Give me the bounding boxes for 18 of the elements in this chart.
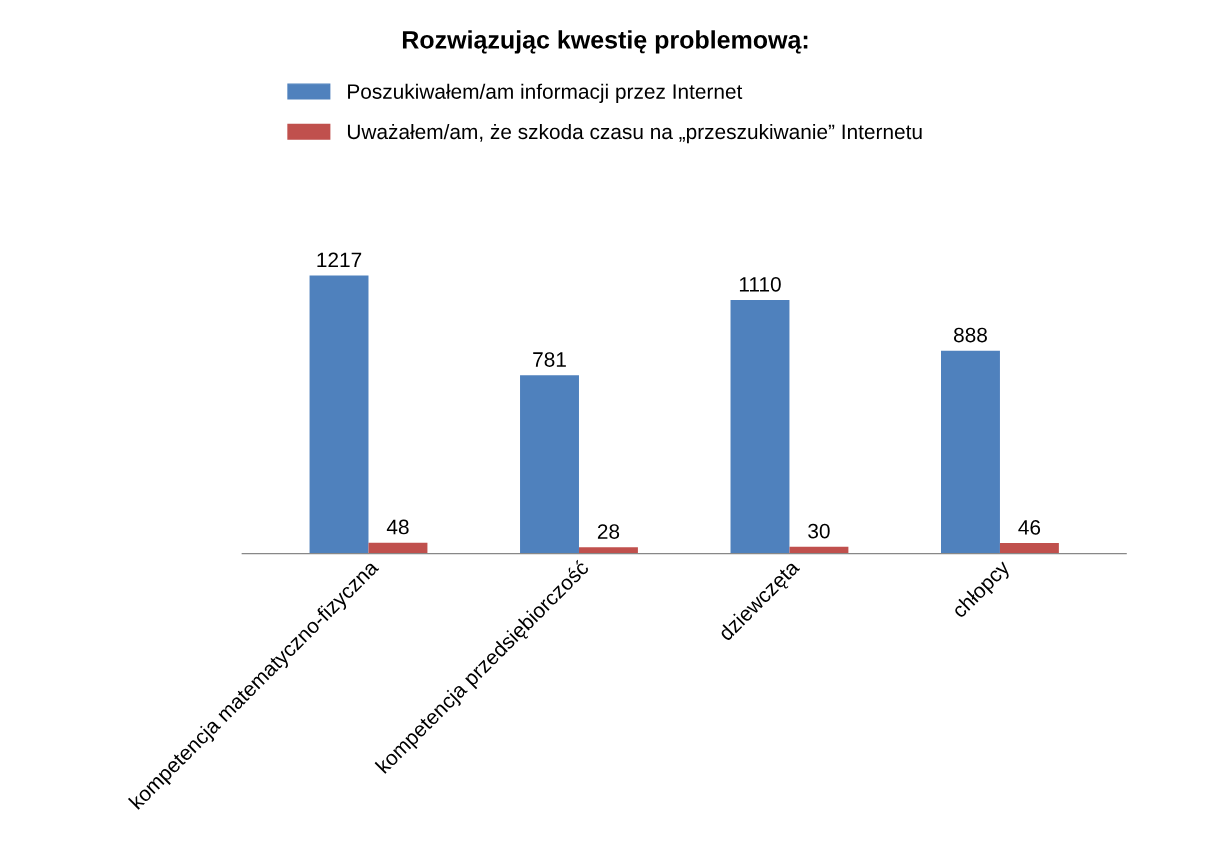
chart-title: Rozwiązując kwestię problemową: <box>402 30 808 54</box>
data-label: 28 <box>597 524 620 539</box>
bar <box>999 543 1059 554</box>
bar <box>730 300 790 554</box>
legend-label: Poszukiwałem/am informacji przez Internet <box>348 83 743 104</box>
bar <box>520 375 579 554</box>
data-label: 781 <box>533 352 566 367</box>
data-label: 30 <box>808 523 830 539</box>
legend-label: Uważałem/am, że szkoda czasu na „przeszukiwanie” Internetu <box>347 123 922 144</box>
data-label: 48 <box>386 519 409 535</box>
data-label: 1217 <box>317 252 362 268</box>
bar <box>941 350 1000 554</box>
bar <box>368 542 428 554</box>
bar <box>578 547 638 554</box>
bar <box>309 275 369 554</box>
data-label: 888 <box>954 327 987 343</box>
data-label: 1110 <box>739 276 781 292</box>
data-label: 46 <box>1018 520 1041 535</box>
